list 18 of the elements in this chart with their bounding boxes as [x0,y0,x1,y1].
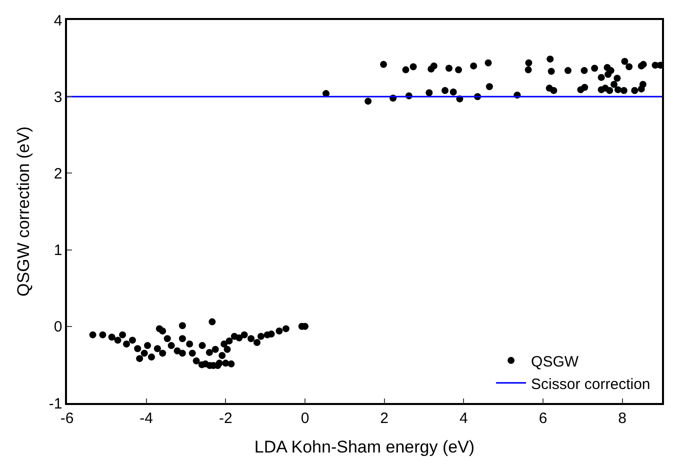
x-tick-label: 0 [300,410,310,427]
x-tick-label: 6 [538,410,548,427]
x-tick-label: 4 [460,410,468,427]
y-tick-label: 1 [54,242,62,260]
x-tick-label: -4 [140,410,153,427]
y-axis-title: QSGW correction (eV) [14,126,33,297]
legend-label: Scissor correction [531,376,650,393]
y-tick-label: 3 [54,88,62,106]
x-tick-label: 8 [618,410,626,427]
y-tick-label: 2 [54,165,62,182]
x-tick-label: -2 [219,410,232,427]
y-tick-label: -1 [48,395,62,412]
x-tick-label: 2 [380,410,388,427]
x-axis-title: LDA Kohn-Sham energy (eV) [254,438,475,457]
y-tick-label: 0 [54,318,62,336]
legend-label: QSGW [531,353,580,370]
x-tick-label: -6 [60,410,74,427]
y-tick-label: 4 [54,12,62,30]
